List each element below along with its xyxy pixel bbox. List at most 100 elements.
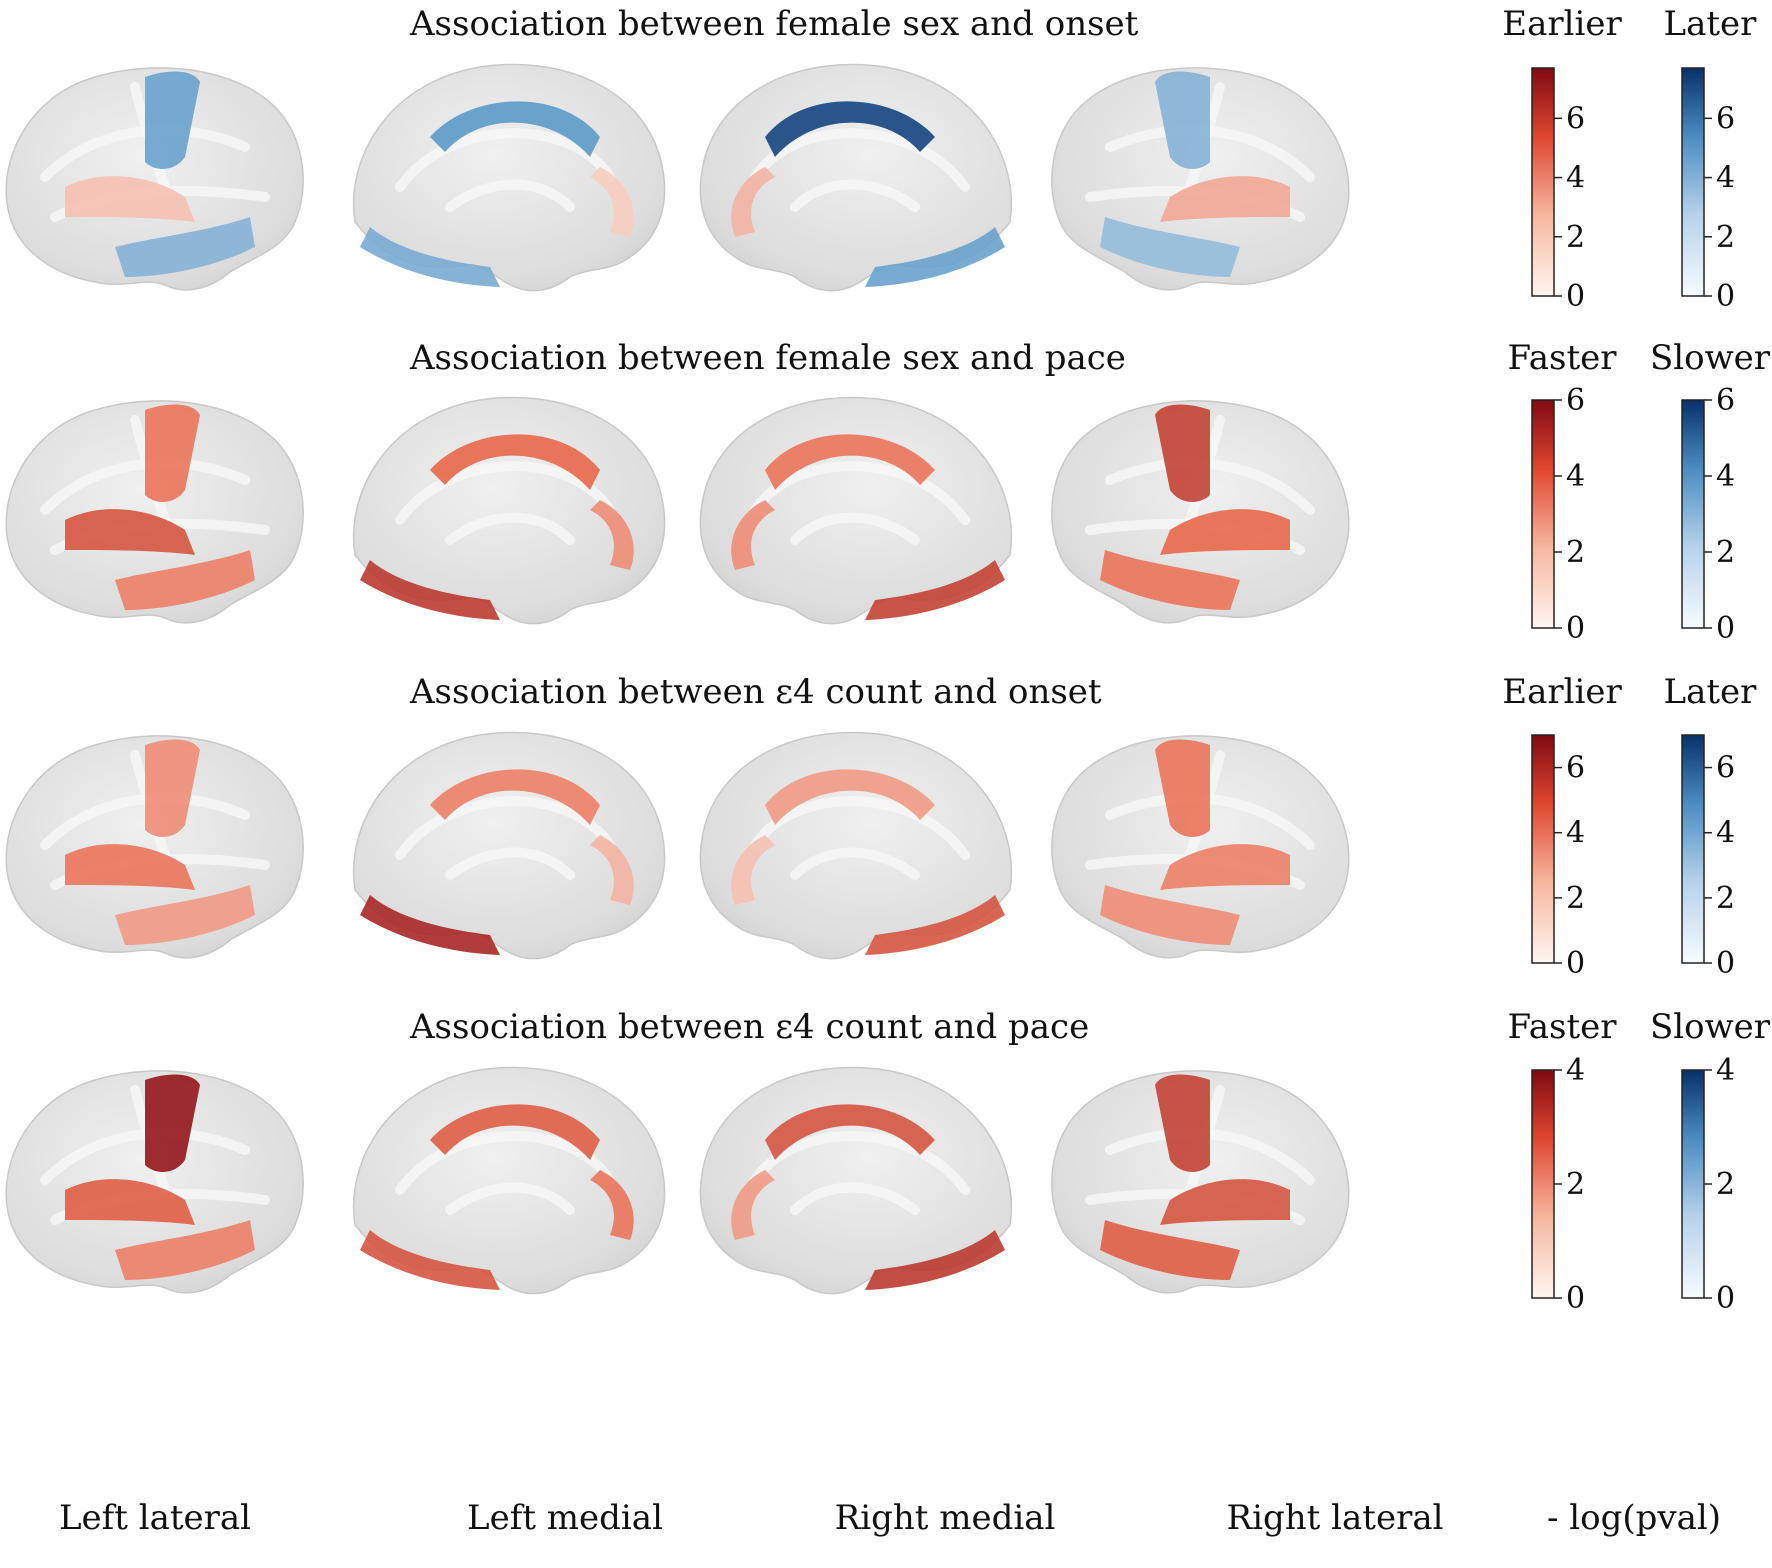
brain-left-medial-row-3: [353, 731, 666, 960]
view-label-left-lateral: Left lateral: [58, 1498, 252, 1538]
brain-left-lateral-row-3: [5, 735, 304, 959]
gyrus-highlight: [445, 847, 575, 880]
gyrus-highlight: [40, 125, 250, 182]
overlay-region-3: [115, 1220, 255, 1280]
gyrus-highlight: [395, 128, 615, 192]
overlay-region-1: [145, 71, 200, 169]
brain-left-lateral-row-1: [5, 67, 304, 291]
colorbar-gradient: [1531, 734, 1555, 964]
gyrus-highlight: [445, 512, 575, 545]
gyrus-highlight: [395, 461, 615, 525]
row-title-2: Association between female sex and pace: [410, 338, 1126, 378]
brain-right-medial-row-3: [699, 731, 1012, 960]
colorbar-tick-label: 0: [1716, 279, 1735, 314]
colorbar-tick-label: 4: [1566, 459, 1585, 494]
colorbar-tick-label: 6: [1716, 751, 1735, 786]
colorbar-axis-label: - log(pval): [1546, 1498, 1722, 1538]
overlay-region-3: [1100, 550, 1240, 610]
overlay-region-2: [65, 844, 195, 890]
colorbar-neg-row-3: 0 2 4 6: [1531, 734, 1585, 981]
brain-right-lateral-row-1: [1051, 67, 1350, 291]
overlay-region-2: [865, 227, 1005, 287]
colorbars-layer: 0 2 4 6 0 2 4 6 0 2 4 6 0 2 4 6 0 2 4 6 0 2 4 6 0 2 4 0 2 4: [1531, 67, 1735, 1316]
brain-left-medial-row-2: [353, 396, 666, 625]
gyrus-highlight: [395, 1131, 615, 1195]
overlay-region-2: [65, 176, 195, 222]
overlay-region-1: [145, 404, 200, 502]
gyrus-highlight: [790, 179, 920, 212]
row-title-1: Association between female sex and onset: [410, 4, 1139, 44]
brain-right-lateral-row-4: [1051, 1070, 1350, 1294]
overlay-region-3: [731, 1170, 775, 1240]
overlay-region-3: [1100, 1220, 1240, 1280]
brain-right-lateral-row-3: [1051, 735, 1350, 959]
overlay-region-3: [590, 500, 634, 570]
view-label-left-medial: Left medial: [467, 1498, 663, 1538]
gyrus-highlight: [750, 128, 970, 192]
gyrus-highlight: [790, 1182, 920, 1215]
colorbar-tick-label: 4: [1566, 161, 1585, 196]
colorbar-neg-header-3: Earlier: [1502, 672, 1622, 712]
colorbar-pos-header-3: Later: [1663, 672, 1757, 712]
brain-right-medial-row-1: [699, 63, 1012, 292]
colorbar-neg-row-4: 0 2 4: [1531, 1053, 1585, 1316]
colorbar-tick-label: 0: [1566, 1281, 1585, 1316]
colorbar-tick-label: 4: [1566, 1053, 1585, 1088]
colorbar-tick-label: 2: [1716, 535, 1735, 570]
colorbar-tick-label: 0: [1716, 946, 1735, 981]
overlay-region-3: [590, 167, 634, 237]
colorbar-gradient: [1681, 67, 1705, 297]
gyrus-highlight: [1105, 793, 1315, 850]
colorbar-tick-label: 0: [1716, 611, 1735, 646]
colorbar-tick-label: 2: [1566, 1167, 1585, 1202]
colorbar-tick-label: 0: [1566, 279, 1585, 314]
gyrus-highlight: [445, 1182, 575, 1215]
colorbar-tick-label: 2: [1716, 220, 1735, 255]
colorbar-gradient: [1531, 67, 1555, 297]
gyrus-highlight: [750, 461, 970, 525]
overlay-region-3: [731, 500, 775, 570]
overlay-region-1: [1155, 739, 1210, 837]
colorbar-gradient: [1531, 399, 1555, 629]
colorbar-gradient: [1531, 1069, 1555, 1299]
view-label-right-lateral: Right lateral: [1226, 1498, 1444, 1538]
overlay-region-1: [765, 434, 935, 490]
gyrus-highlight: [1105, 1128, 1315, 1185]
colorbar-tick-label: 0: [1566, 611, 1585, 646]
overlay-region-2: [65, 509, 195, 555]
overlay-region-2: [360, 1230, 500, 1290]
gyrus-highlight: [40, 793, 250, 850]
overlay-region-3: [115, 217, 255, 277]
colorbar-tick-label: 2: [1566, 535, 1585, 570]
brain-views-layer: [5, 63, 1350, 1295]
colorbar-tick-label: 6: [1566, 101, 1585, 136]
colorbar-pos-header-2: Slower: [1649, 338, 1771, 378]
overlay-region-1: [1155, 71, 1210, 169]
overlay-region-2: [360, 560, 500, 620]
brain-left-medial-row-4: [353, 1066, 666, 1295]
colorbar-tick-label: 2: [1566, 881, 1585, 916]
view-label-right-medial: Right medial: [834, 1498, 1056, 1538]
colorbar-tick-label: 6: [1566, 751, 1585, 786]
brain-right-lateral-row-2: [1051, 400, 1350, 624]
overlay-region-2: [360, 227, 500, 287]
overlay-region-2: [865, 560, 1005, 620]
brain-right-medial-row-2: [699, 396, 1012, 625]
colorbar-gradient: [1681, 1069, 1705, 1299]
gyrus-highlight: [1105, 125, 1315, 182]
colorbar-pos-header-1: Later: [1663, 4, 1757, 44]
brain-left-medial-row-1: [353, 63, 666, 292]
overlay-region-2: [1160, 844, 1290, 890]
colorbar-tick-label: 4: [1716, 161, 1735, 196]
overlay-region-2: [360, 895, 500, 955]
overlay-region-3: [590, 1170, 634, 1240]
colorbar-tick-label: 2: [1716, 1167, 1735, 1202]
row-title-4: Association between ε4 count and pace: [410, 1007, 1090, 1047]
gyrus-highlight: [40, 1128, 250, 1185]
overlay-region-1: [1155, 404, 1210, 502]
colorbar-tick-label: 0: [1566, 946, 1585, 981]
gyrus-highlight: [445, 179, 575, 212]
overlay-region-3: [731, 835, 775, 905]
overlay-region-3: [115, 550, 255, 610]
